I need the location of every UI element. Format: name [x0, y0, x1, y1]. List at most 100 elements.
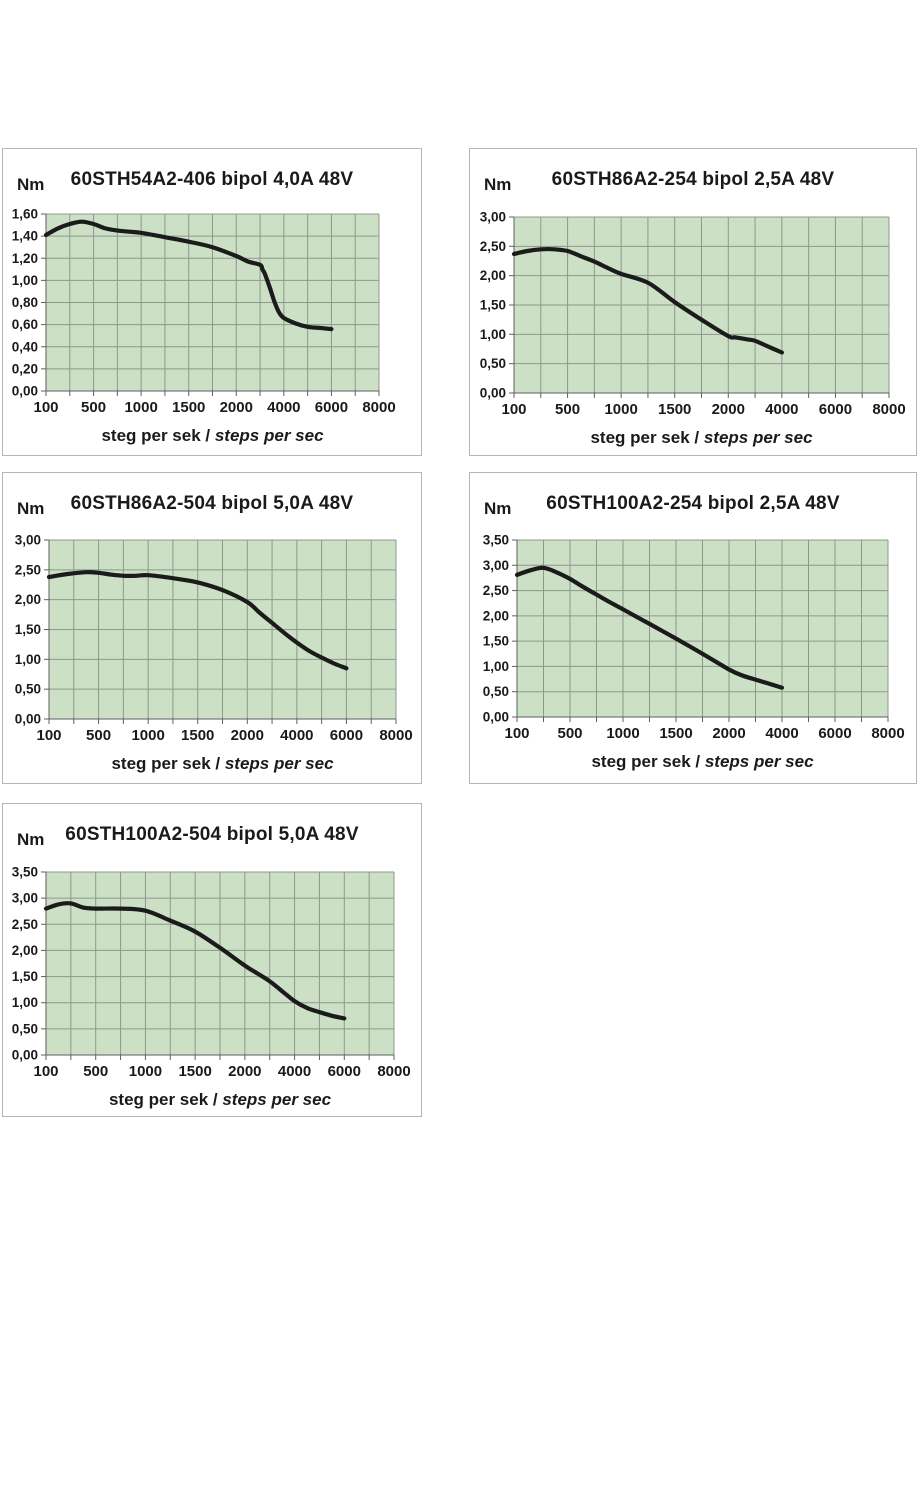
y-tick-label: 0,50: [483, 684, 509, 699]
y-tick-label: 3,00: [483, 558, 509, 573]
x-tick-label: 100: [33, 399, 58, 416]
chart-title: 60STH100A2-254 bipol 2,5A 48V: [546, 493, 840, 514]
chart-title: 60STH54A2-406 bipol 4,0A 48V: [70, 169, 354, 190]
x-axis-title-normal: steg per sek /: [108, 1090, 223, 1109]
y-tick-label: 0,00: [480, 386, 506, 401]
x-tick-label: 4000: [278, 1063, 311, 1080]
x-axis-title-normal: steg per sek /: [111, 754, 225, 773]
x-tick-label: 1500: [658, 401, 691, 418]
torque-curve: [514, 565, 785, 690]
y-tick-label: 1,00: [15, 652, 41, 667]
x-tick-label: 100: [33, 1063, 58, 1080]
y-tick-label: 3,00: [15, 533, 41, 548]
x-tick-label: 4000: [267, 399, 300, 416]
y-tick-label: 2,00: [12, 943, 38, 958]
x-tick-label: 8000: [379, 727, 412, 744]
x-axis-title-normal: steg per sek /: [591, 752, 705, 771]
x-tick-label: 6000: [328, 1063, 361, 1080]
y-tick-label: 1,50: [480, 298, 506, 313]
chart-panel-60sth86a2-504: Nm 60STH86A2-504 bipol 5,0A 48V 100 500 10…: [2, 472, 422, 784]
y-tick-label: 1,60: [12, 207, 38, 222]
torque-curve-chart: 100 500 1000 1500 2000 4000 6000 8000 3,00 2,50 2,…: [15, 533, 413, 745]
x-tick-label: 2000: [712, 725, 745, 742]
y-tick-label: 2,50: [12, 917, 38, 932]
x-axis-title: steg per sek / steps per sec: [517, 752, 888, 772]
chart-panel-60sth54a2-406: Nm 60STH54A2-406 bipol 4,0A 48V 100 500 10…: [2, 148, 422, 456]
y-tick-label: 2,00: [480, 268, 506, 283]
y-tick-label: 3,00: [12, 891, 38, 906]
y-tick-label: 0,00: [12, 384, 38, 399]
y-unit-label: Nm: [17, 499, 45, 518]
y-tick-label: 3,50: [483, 533, 509, 548]
x-axis-title-normal: steg per sek /: [590, 428, 704, 447]
x-tick-label: 6000: [330, 727, 363, 744]
y-tick-label: 0,00: [15, 712, 41, 727]
x-axis-title-italic: steps per sec: [214, 426, 324, 445]
y-unit-label: Nm: [17, 830, 45, 849]
x-tick-label: 8000: [377, 1063, 410, 1080]
y-tick-label: 1,00: [12, 273, 38, 288]
y-tick-label: 1,50: [483, 634, 509, 649]
x-tick-label: 1500: [181, 727, 214, 744]
x-tick-label: 6000: [315, 399, 348, 416]
chart-panel-60sth100a2-504: Nm 60STH100A2-504 bipol 5,0A 48V 100 500 1…: [2, 803, 422, 1117]
chart-title: 60STH86A2-254 bipol 2,5A 48V: [551, 169, 835, 190]
y-tick-label: 0,50: [15, 682, 41, 697]
y-tick-label: 1,50: [15, 622, 41, 637]
y-unit-label: Nm: [17, 175, 45, 194]
x-tick-label: 2000: [231, 727, 264, 744]
y-tick-label: 0,00: [12, 1048, 38, 1063]
y-tick-label: 2,50: [480, 239, 506, 254]
y-tick-label: 3,50: [12, 865, 38, 880]
x-tick-label: 2000: [228, 1063, 261, 1080]
chart-panel-60sth100a2-254: Nm 60STH100A2-254 bipol 2,5A 48V 100 500 1…: [469, 472, 917, 784]
x-tick-label: 100: [36, 727, 61, 744]
x-tick-label: 8000: [871, 725, 904, 742]
x-axis-title: steg per sek / steps per sec: [46, 1090, 394, 1110]
torque-curve-chart: 100 500 1000 1500 2000 4000 6000 8000 3,50 3,00 2,…: [12, 865, 411, 1081]
y-tick-label: 1,00: [480, 327, 506, 342]
y-tick-label: 0,50: [480, 356, 506, 371]
x-tick-label: 2000: [220, 399, 253, 416]
x-tick-label: 500: [555, 401, 580, 418]
x-tick-label: 1000: [131, 727, 164, 744]
torque-curve-chart: 100 500 1000 1500 2000 4000 6000 8000 3,00 2,50 2,…: [480, 210, 906, 419]
x-axis-title: steg per sek / steps per sec: [49, 754, 396, 774]
x-tick-label: 2000: [712, 401, 745, 418]
x-axis-title-italic: steps per sec: [222, 1090, 332, 1109]
y-tick-label: 1,20: [12, 251, 38, 266]
x-tick-label: 4000: [280, 727, 313, 744]
torque-curve: [511, 246, 784, 355]
chart-title: 60STH100A2-504 bipol 5,0A 48V: [65, 824, 359, 845]
torque-curve: [43, 901, 347, 1021]
y-tick-label: 1,00: [12, 995, 38, 1010]
x-tick-label: 500: [557, 725, 582, 742]
y-tick-label: 2,50: [15, 562, 41, 577]
x-tick-label: 1000: [129, 1063, 162, 1080]
x-tick-label: 6000: [818, 725, 851, 742]
y-tick-label: 0,00: [483, 710, 509, 725]
x-axis-title-italic: steps per sec: [704, 752, 814, 771]
y-tick-label: 1,50: [12, 969, 38, 984]
x-tick-label: 4000: [765, 725, 798, 742]
x-tick-label: 8000: [362, 399, 395, 416]
x-tick-label: 1500: [659, 725, 692, 742]
x-tick-label: 100: [504, 725, 529, 742]
x-tick-label: 1500: [178, 1063, 211, 1080]
x-tick-label: 500: [86, 727, 111, 744]
y-tick-label: 2,00: [483, 608, 509, 623]
torque-curve-chart: 100 500 1000 1500 2000 4000 6000 8000 1,60 1,40 1,…: [12, 207, 396, 417]
x-tick-label: 1500: [172, 399, 205, 416]
y-tick-label: 1,40: [12, 229, 38, 244]
x-tick-label: 500: [81, 399, 106, 416]
y-tick-label: 0,20: [12, 361, 38, 376]
chart-panel-60sth86a2-254: Nm 60STH86A2-254 bipol 2,5A 48V 100 500 10…: [469, 148, 917, 456]
x-tick-label: 4000: [765, 401, 798, 418]
x-tick-label: 1000: [604, 401, 637, 418]
torque-curve-chart: 100 500 1000 1500 2000 4000 6000 8000 3,50 3,00 2,…: [483, 533, 905, 743]
torque-curve: [43, 219, 334, 332]
y-tick-label: 0,80: [12, 295, 38, 310]
y-tick-label: 3,00: [480, 210, 506, 225]
y-tick-label: 0,60: [12, 317, 38, 332]
